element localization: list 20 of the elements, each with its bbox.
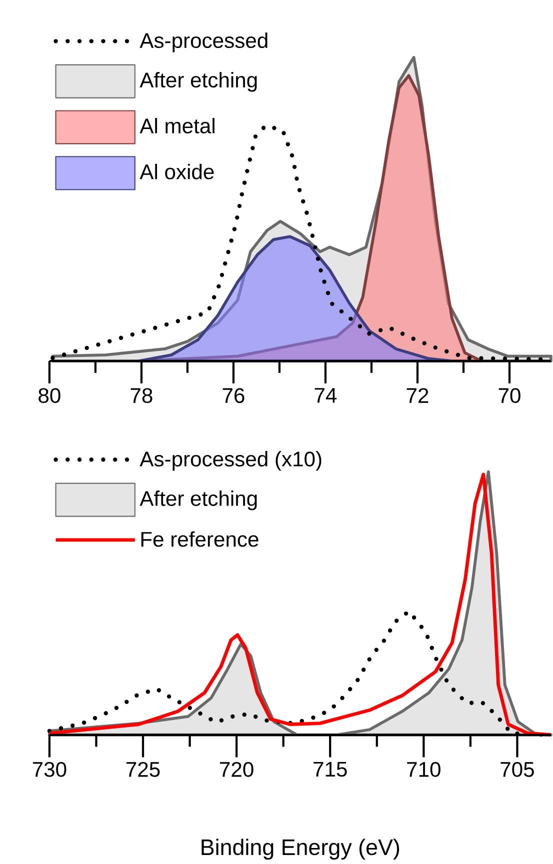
x-axis-title: Binding Energy (eV) xyxy=(202,838,400,860)
legend-label: Al oxide xyxy=(140,164,214,180)
legend-label: After etching xyxy=(140,490,257,510)
x-tick-label: 70 xyxy=(498,388,520,404)
x-tick-label: 730 xyxy=(32,762,66,777)
legend-label: After etching xyxy=(140,72,257,92)
x-tick-label: 72 xyxy=(406,388,428,403)
x-tick-label: 76 xyxy=(222,388,244,404)
x-tick-label: 720 xyxy=(220,762,254,777)
legend-label: As-processed (x10) xyxy=(140,451,322,471)
legend-label: As-processed xyxy=(140,32,268,52)
legend-label: Al metal xyxy=(140,118,214,134)
x-tick-label: 725 xyxy=(126,762,160,777)
x-tick-label: 78 xyxy=(130,388,152,404)
x-tick-label: 705 xyxy=(500,762,534,777)
legend-label: Fe reference xyxy=(141,531,258,547)
x-tick-label: 710 xyxy=(407,762,440,777)
x-tick-label: 80 xyxy=(38,388,60,404)
x-tick-label: 74 xyxy=(314,388,337,403)
x-tick-label: 715 xyxy=(314,762,347,777)
